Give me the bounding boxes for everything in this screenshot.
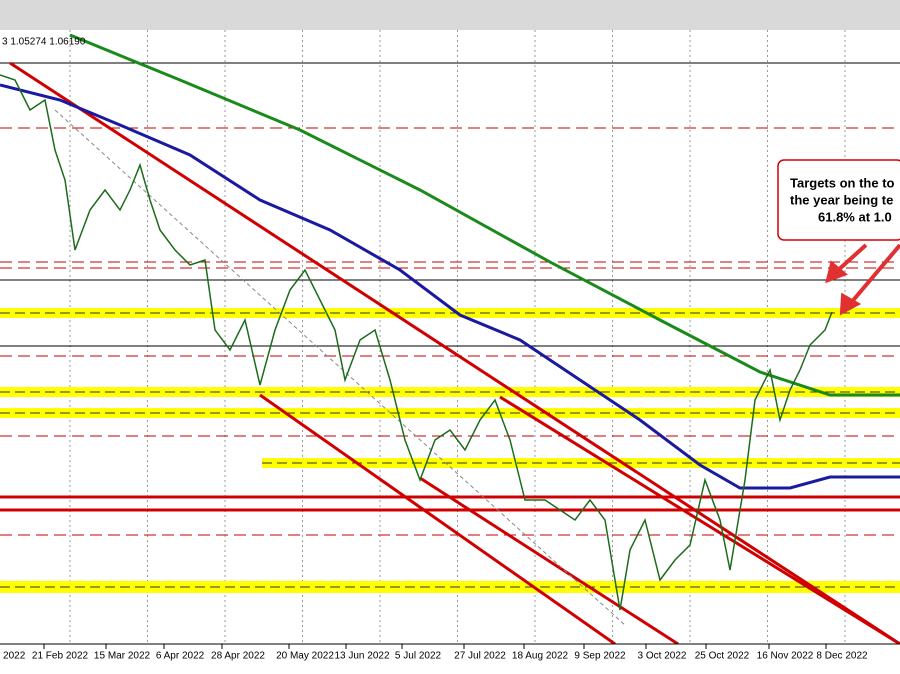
- x-tick-label: 25 Oct 2022: [695, 651, 750, 662]
- x-tick-label: 20 May 2022: [276, 651, 334, 662]
- annotation-text: the year being te: [790, 192, 893, 207]
- x-tick-label: 18 Aug 2022: [512, 651, 569, 662]
- annotation-box: [777, 159, 900, 241]
- x-tick-label: 21 Feb 2022: [32, 651, 89, 662]
- annotation-text: 61.8% at 1.0: [818, 209, 892, 224]
- trend-line: [419, 476, 679, 646]
- moving-average-100: [0, 83, 900, 490]
- x-tick-label: 6 Apr 2022: [156, 651, 205, 662]
- x-tick-label: 8 Dec 2022: [816, 651, 868, 662]
- trend-line: [259, 393, 616, 646]
- levels: [0, 62, 900, 593]
- arrows: [825, 243, 900, 316]
- x-tick-label: 15 Mar 2022: [94, 651, 151, 662]
- x-axis-labels: n 2022 21 Feb 2022 15 Mar 2022 6 Apr 2022 28…: [0, 644, 868, 662]
- channel-midline: [54, 109, 626, 626]
- toolbar: [0, 0, 900, 30]
- arrow: [834, 243, 868, 274]
- x-tick-label: n 2022: [0, 651, 26, 662]
- plot-area: [0, 30, 900, 644]
- trend-line: [9, 61, 900, 646]
- arrow: [848, 243, 900, 306]
- x-tick-label: 3 Oct 2022: [638, 651, 687, 662]
- x-tick-label: 28 Apr 2022: [211, 651, 265, 662]
- quote-header: 3 1.05274 1.06190: [2, 37, 86, 48]
- arrow-head: [839, 292, 862, 316]
- trend-lines: [9, 61, 900, 646]
- x-tick-label: 13 Jun 2022: [334, 651, 389, 662]
- arrow-head: [825, 260, 848, 284]
- grid: [69, 30, 846, 644]
- x-axis-area: [0, 644, 900, 674]
- x-tick-label: 16 Nov 2022: [757, 651, 814, 662]
- x-tick-label: 9 Sep 2022: [574, 651, 626, 662]
- trend-line: [499, 395, 900, 646]
- annotation-text: Targets on the to: [790, 175, 895, 190]
- moving-average-200: [69, 33, 900, 397]
- x-tick-label: 27 Jul 2022: [454, 651, 506, 662]
- price-path: [0, 74, 833, 611]
- x-tick-label: 5 Jul 2022: [395, 651, 442, 662]
